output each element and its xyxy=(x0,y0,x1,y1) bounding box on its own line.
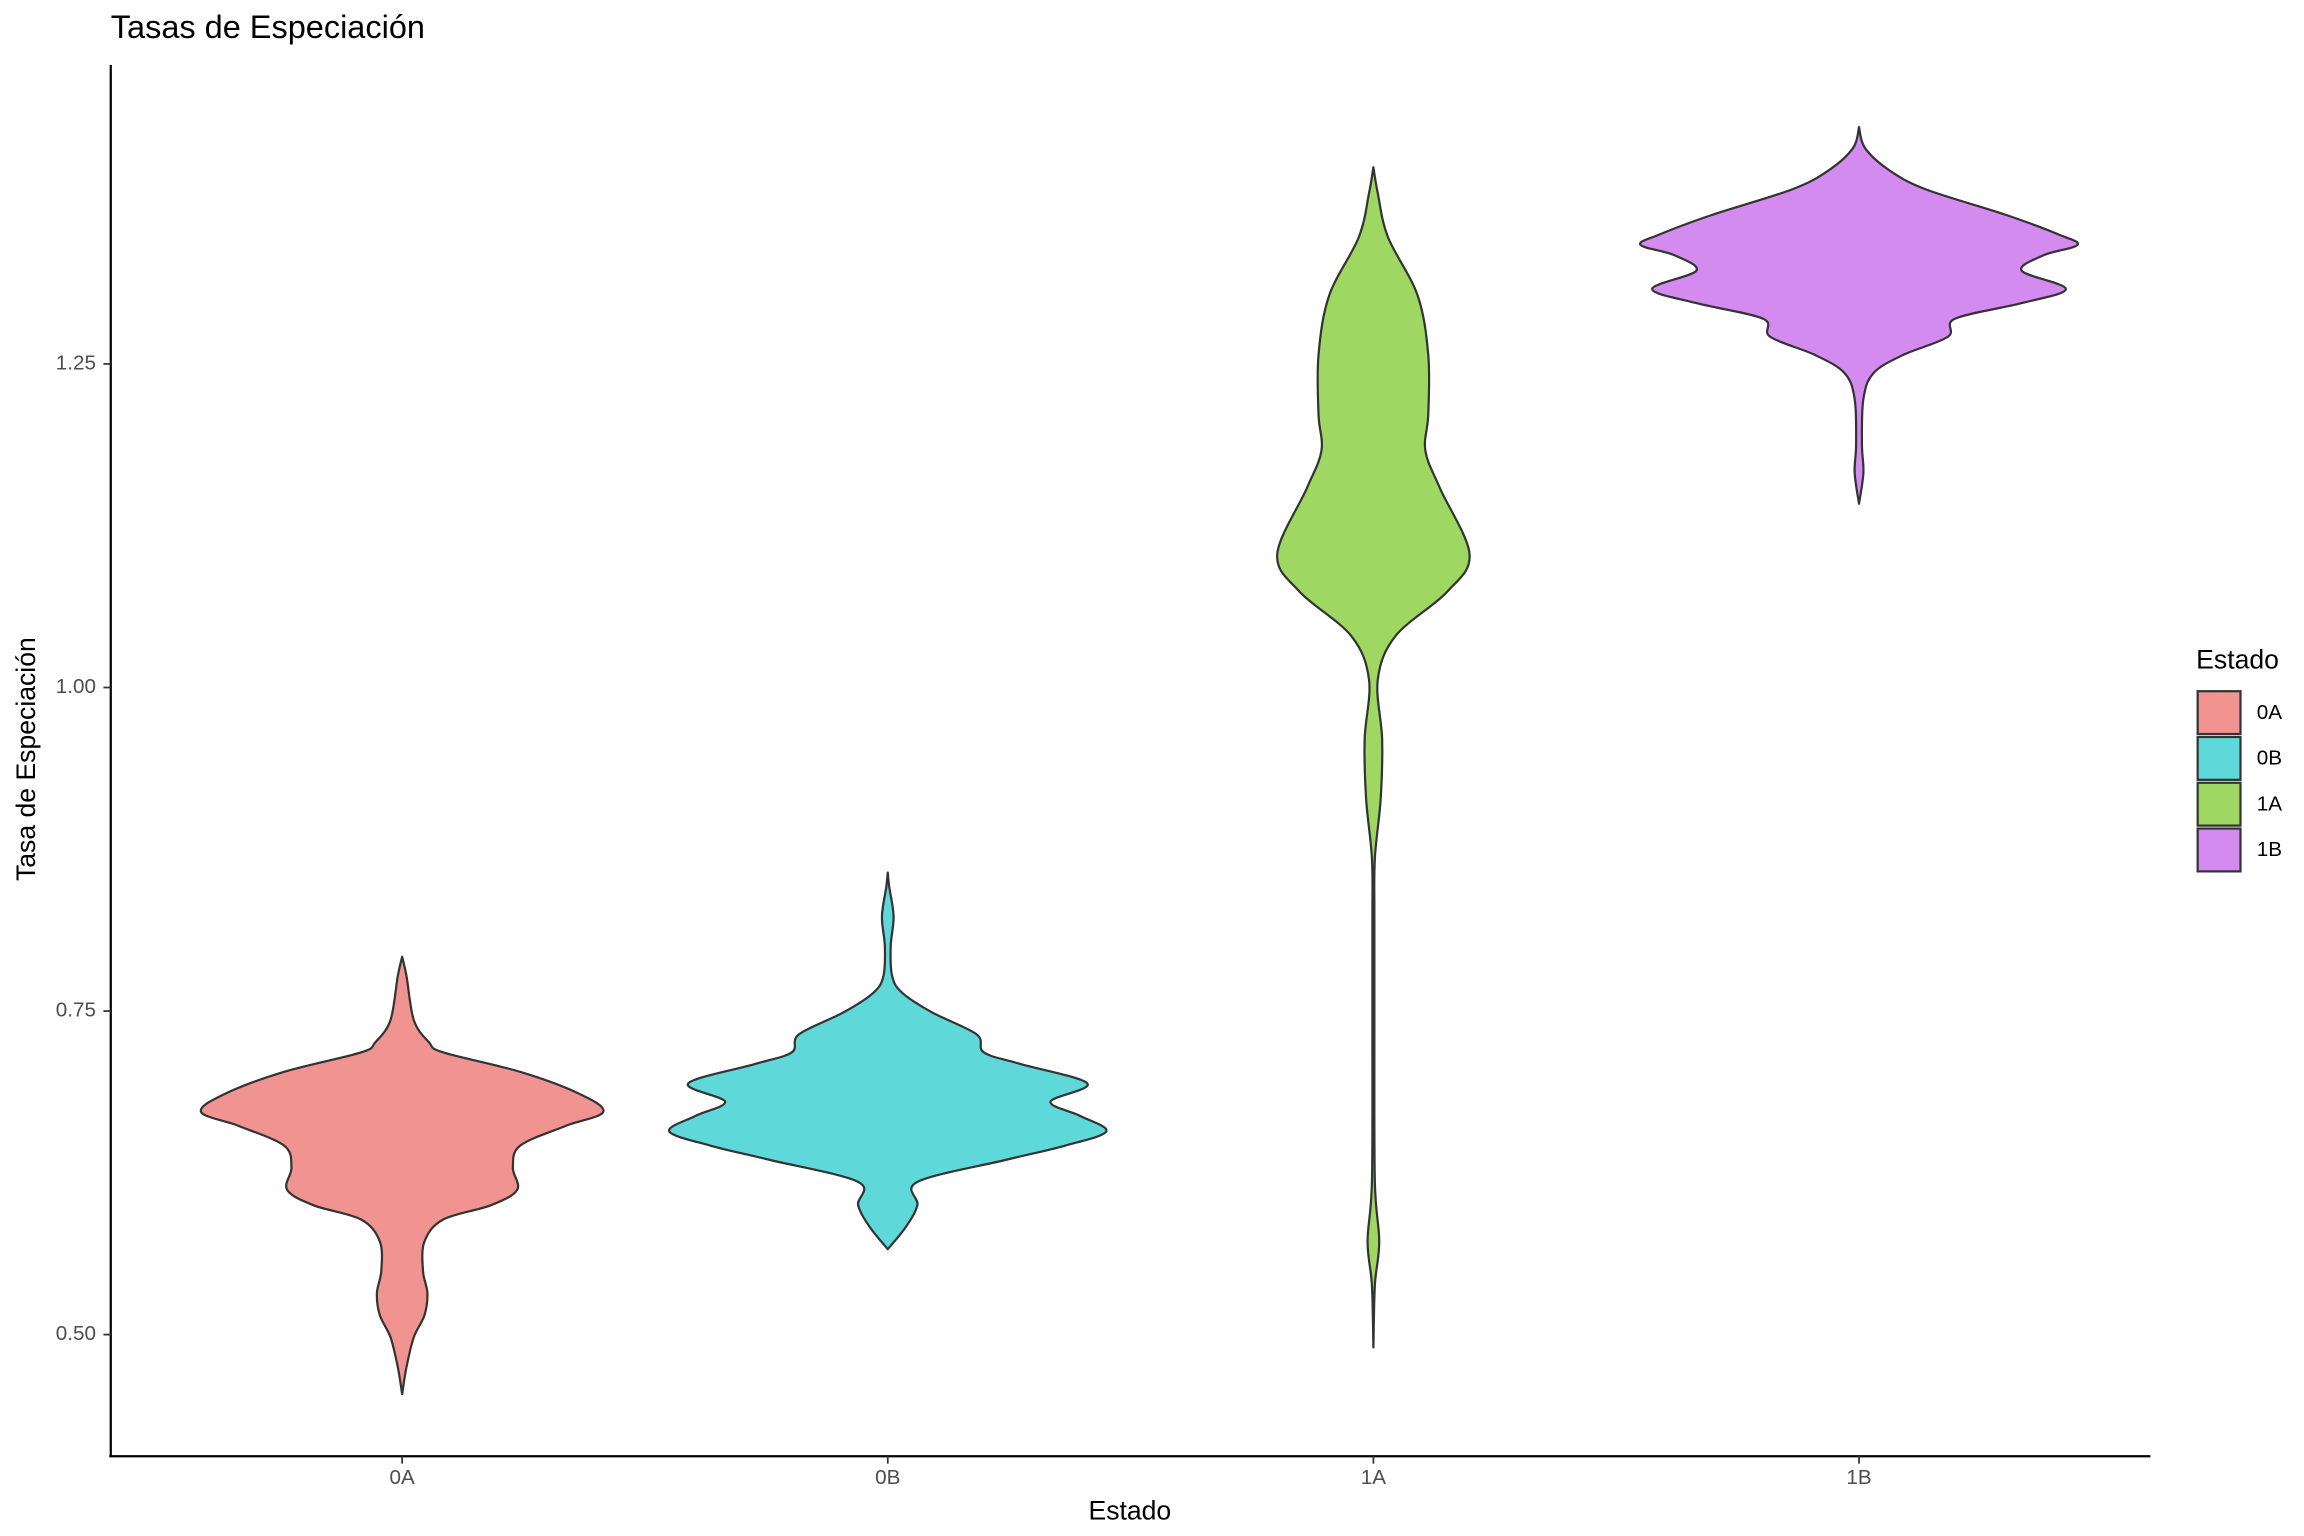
violin xyxy=(199,955,605,1396)
y-tick-label: 0.50 xyxy=(56,1322,96,1345)
violin xyxy=(1638,125,2080,505)
legend-label: 1A xyxy=(2257,792,2282,815)
legend-label: 0B xyxy=(2257,747,2282,770)
x-tick-label: 1B xyxy=(1846,1466,1871,1489)
legend-key xyxy=(2196,827,2242,873)
legend-title: Estado xyxy=(2196,645,2279,675)
legend-key xyxy=(2196,735,2242,781)
legend-key xyxy=(2196,781,2242,827)
y-tick-label: 1.25 xyxy=(56,351,96,374)
y-axis-label: Tasa de Especiación xyxy=(11,637,41,881)
violin xyxy=(668,871,1108,1251)
x-axis-label: Estado xyxy=(1088,1495,1171,1525)
x-tick-label: 0A xyxy=(390,1466,415,1489)
y-tick-label: 1.00 xyxy=(56,675,96,698)
x-tick-label: 1A xyxy=(1361,1466,1386,1489)
legend-key xyxy=(2196,690,2242,736)
legend-label: 1B xyxy=(2257,838,2282,861)
legend-label: 0A xyxy=(2257,701,2282,724)
y-tick-label: 0.75 xyxy=(56,998,96,1021)
x-tick-label: 0B xyxy=(875,1466,900,1489)
chart-title: Tasas de Especiación xyxy=(111,9,425,45)
violin xyxy=(1276,166,1471,1349)
